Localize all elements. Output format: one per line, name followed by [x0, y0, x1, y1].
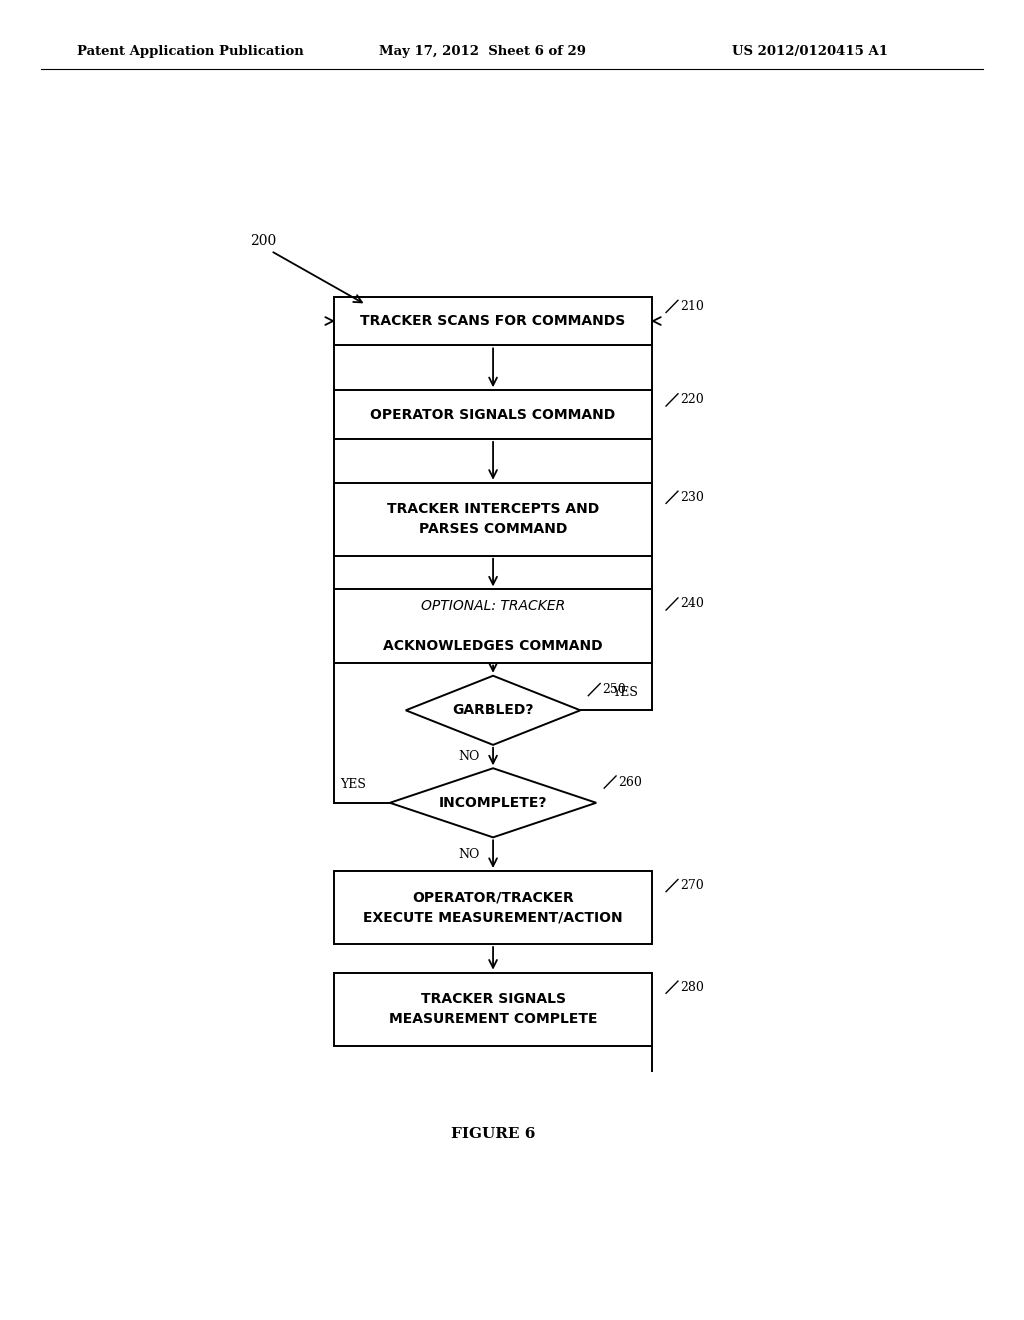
- Text: 230: 230: [680, 491, 705, 504]
- Text: OPERATOR/TRACKER
EXECUTE MEASUREMENT/ACTION: OPERATOR/TRACKER EXECUTE MEASUREMENT/ACT…: [364, 891, 623, 924]
- Text: TRACKER SIGNALS
MEASUREMENT COMPLETE: TRACKER SIGNALS MEASUREMENT COMPLETE: [389, 993, 597, 1026]
- Text: 210: 210: [680, 300, 705, 313]
- Text: TRACKER INTERCEPTS AND
PARSES COMMAND: TRACKER INTERCEPTS AND PARSES COMMAND: [387, 503, 599, 536]
- Text: TRACKER SCANS FOR COMMANDS: TRACKER SCANS FOR COMMANDS: [360, 314, 626, 329]
- Text: 200: 200: [250, 234, 276, 248]
- Polygon shape: [406, 676, 581, 744]
- Text: 240: 240: [680, 598, 705, 610]
- Polygon shape: [390, 768, 596, 837]
- Text: OPTIONAL: TRACKER: OPTIONAL: TRACKER: [421, 598, 565, 612]
- Text: 220: 220: [680, 393, 705, 407]
- Text: 250: 250: [602, 682, 627, 696]
- FancyBboxPatch shape: [334, 589, 652, 663]
- Text: 260: 260: [618, 776, 642, 788]
- FancyBboxPatch shape: [334, 871, 652, 944]
- Text: YES: YES: [612, 685, 638, 698]
- Text: NO: NO: [459, 847, 480, 861]
- Text: 270: 270: [680, 879, 705, 892]
- FancyBboxPatch shape: [334, 973, 652, 1045]
- Text: May 17, 2012  Sheet 6 of 29: May 17, 2012 Sheet 6 of 29: [379, 45, 586, 58]
- Text: INCOMPLETE?: INCOMPLETE?: [439, 796, 547, 809]
- FancyBboxPatch shape: [334, 391, 652, 440]
- FancyBboxPatch shape: [334, 483, 652, 556]
- Text: YES: YES: [340, 777, 367, 791]
- Text: GARBLED?: GARBLED?: [453, 704, 534, 717]
- Text: US 2012/0120415 A1: US 2012/0120415 A1: [732, 45, 888, 58]
- Text: FIGURE 6: FIGURE 6: [451, 1127, 536, 1142]
- Text: Patent Application Publication: Patent Application Publication: [77, 45, 303, 58]
- Text: 280: 280: [680, 981, 705, 994]
- FancyBboxPatch shape: [334, 297, 652, 346]
- Text: NO: NO: [459, 750, 480, 763]
- Text: OPERATOR SIGNALS COMMAND: OPERATOR SIGNALS COMMAND: [371, 408, 615, 421]
- Text: ACKNOWLEDGES COMMAND: ACKNOWLEDGES COMMAND: [383, 639, 603, 653]
